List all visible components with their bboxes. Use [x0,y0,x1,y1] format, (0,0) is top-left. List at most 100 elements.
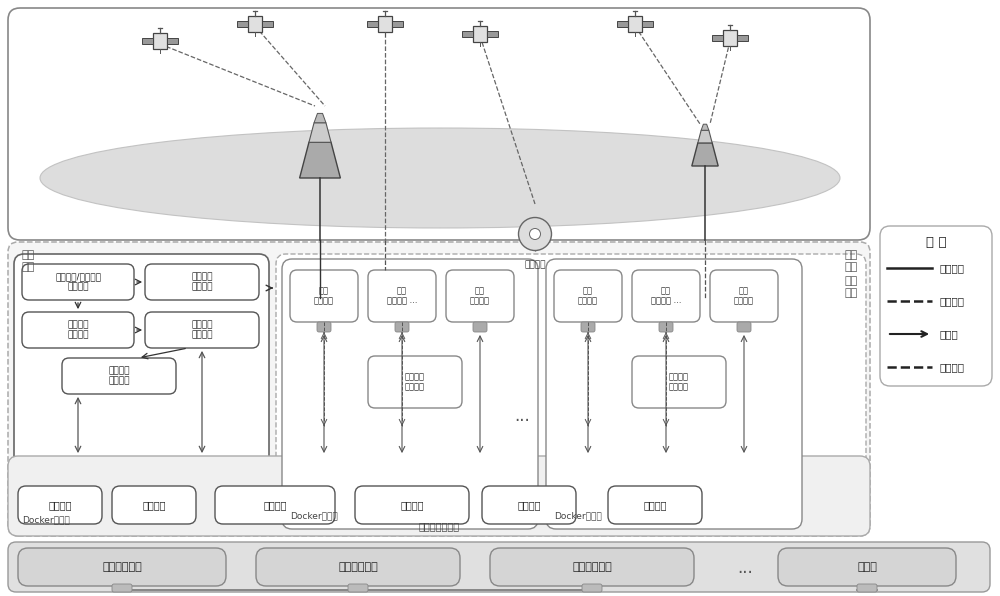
FancyBboxPatch shape [18,486,102,524]
Text: 数据展示/用户交互
服务容器: 数据展示/用户交互 服务容器 [55,272,101,291]
Text: 节点
仿真容器: 节点 仿真容器 [578,286,598,306]
FancyBboxPatch shape [546,259,802,529]
FancyBboxPatch shape [317,322,331,332]
Text: 容器云基础服务: 容器云基础服务 [418,521,460,531]
Text: 图 例: 图 例 [926,237,946,250]
FancyBboxPatch shape [608,486,702,524]
FancyBboxPatch shape [395,322,409,332]
FancyBboxPatch shape [632,356,726,408]
FancyBboxPatch shape [710,270,778,322]
FancyBboxPatch shape [112,584,132,592]
FancyBboxPatch shape [276,254,866,532]
Text: 数据流: 数据流 [939,329,958,339]
Polygon shape [723,30,737,46]
Text: 节点
仿真容器: 节点 仿真容器 [314,286,334,306]
Text: 存储服务: 存储服务 [643,500,667,510]
FancyBboxPatch shape [145,312,259,348]
Polygon shape [473,26,487,42]
FancyBboxPatch shape [22,312,134,348]
Text: 调度服务: 调度服务 [400,500,424,510]
FancyBboxPatch shape [22,264,134,300]
Text: 业务模型: 业务模型 [524,260,546,269]
Polygon shape [309,123,331,142]
Polygon shape [712,35,723,41]
FancyBboxPatch shape [8,242,870,536]
Text: 节点
仿真容器 ...: 节点 仿真容器 ... [387,286,417,306]
Text: 逻辑
平面: 逻辑 平面 [845,250,858,272]
Text: 交换机: 交换机 [857,562,877,572]
Polygon shape [701,124,709,131]
FancyBboxPatch shape [282,259,538,529]
FancyBboxPatch shape [62,358,176,394]
Text: 网络服务: 网络服务 [263,500,287,510]
Text: 节点
仿真容器: 节点 仿真容器 [470,286,490,306]
FancyBboxPatch shape [112,486,196,524]
FancyBboxPatch shape [554,270,622,322]
FancyBboxPatch shape [490,548,694,586]
Circle shape [518,218,552,250]
FancyBboxPatch shape [659,322,673,332]
FancyBboxPatch shape [582,584,602,592]
Polygon shape [237,21,248,27]
Polygon shape [248,16,262,32]
Text: Docker运行时: Docker运行时 [554,511,602,520]
FancyBboxPatch shape [368,356,462,408]
Text: 日志服务: 日志服务 [48,500,72,510]
FancyBboxPatch shape [446,270,514,322]
Text: ...: ... [737,559,753,577]
FancyBboxPatch shape [473,322,487,332]
FancyBboxPatch shape [368,270,436,322]
Polygon shape [153,33,167,49]
Text: 轨道计算
服务容器: 轨道计算 服务容器 [669,372,689,392]
Text: 仿真链路: 仿真链路 [939,296,964,306]
Text: 物理链路: 物理链路 [939,263,964,273]
FancyBboxPatch shape [778,548,956,586]
Text: 物理机服务器: 物理机服务器 [572,562,612,572]
Polygon shape [314,113,326,123]
FancyBboxPatch shape [581,322,595,332]
FancyBboxPatch shape [880,226,992,386]
Text: 仿真控制
服务容器: 仿真控制 服务容器 [191,320,213,340]
Text: 逻辑映射: 逻辑映射 [939,362,964,372]
Polygon shape [692,143,718,166]
Polygon shape [300,142,340,178]
Text: 仿真监控
服务容器: 仿真监控 服务容器 [108,367,130,386]
Polygon shape [737,35,748,41]
FancyBboxPatch shape [18,548,226,586]
Text: 数据采集
服务容器: 数据采集 服务容器 [67,320,89,340]
Polygon shape [142,38,153,45]
Text: 节点
仿真容器: 节点 仿真容器 [734,286,754,306]
Polygon shape [698,131,712,143]
FancyBboxPatch shape [355,486,469,524]
Polygon shape [367,21,378,27]
FancyBboxPatch shape [14,254,269,532]
Polygon shape [617,21,628,27]
Text: ...: ... [514,407,530,425]
Text: 控制
平面: 控制 平面 [22,250,35,272]
FancyBboxPatch shape [8,8,870,240]
Text: 节点
仿真容器 ...: 节点 仿真容器 ... [651,286,681,306]
Text: 物理机服务器: 物理机服务器 [338,562,378,572]
Text: Docker运行时: Docker运行时 [290,511,338,520]
Polygon shape [262,21,273,27]
Polygon shape [167,38,178,45]
Text: 轨道计算
服务容器: 轨道计算 服务容器 [405,372,425,392]
FancyBboxPatch shape [348,584,368,592]
Polygon shape [642,21,653,27]
FancyBboxPatch shape [215,486,335,524]
Polygon shape [378,16,392,32]
Polygon shape [628,16,642,32]
Polygon shape [392,21,403,27]
Circle shape [530,228,540,240]
FancyBboxPatch shape [256,548,460,586]
Text: 配置管理
服务容器: 配置管理 服务容器 [191,272,213,291]
FancyBboxPatch shape [857,584,877,592]
FancyBboxPatch shape [145,264,259,300]
FancyBboxPatch shape [737,322,751,332]
FancyBboxPatch shape [8,542,990,592]
FancyBboxPatch shape [632,270,700,322]
Text: Docker运行时: Docker运行时 [22,515,70,524]
FancyBboxPatch shape [482,486,576,524]
Text: 物理机服务器: 物理机服务器 [102,562,142,572]
Text: 同步服务: 同步服务 [517,500,541,510]
